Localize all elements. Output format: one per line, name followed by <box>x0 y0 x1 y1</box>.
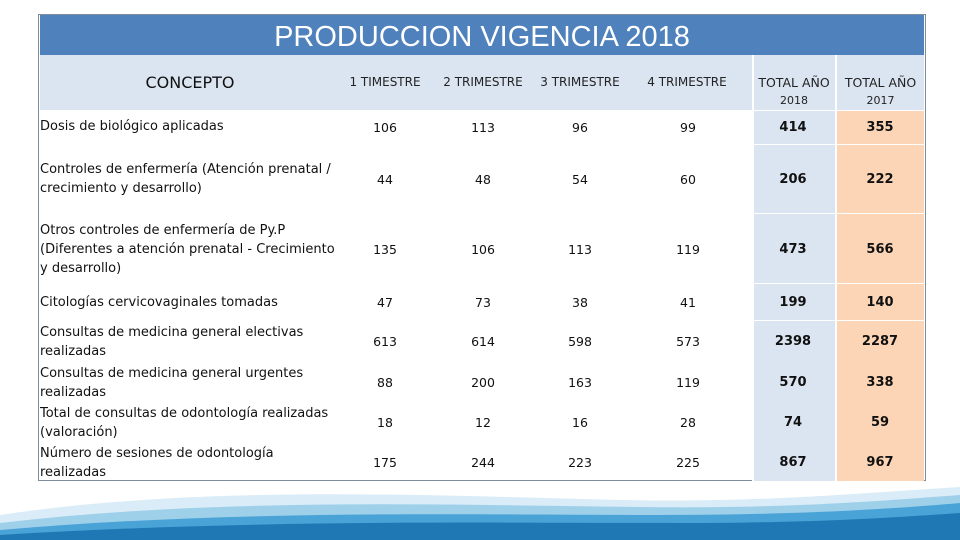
row-t2: 106 <box>471 242 495 257</box>
row-t4: 119 <box>676 375 700 390</box>
row-t2: 113 <box>471 120 495 135</box>
row-t4: 119 <box>676 242 700 257</box>
row-t2: 73 <box>475 295 491 310</box>
column-divider <box>835 55 837 481</box>
row-total-2018: 473 <box>779 242 807 257</box>
row-label-line: Dosis de biológico aplicadas <box>40 119 224 134</box>
row-t3: 16 <box>572 415 588 430</box>
row-label-line: Otros controles de enfermería de Py.P <box>40 223 286 238</box>
header-t1: 1 TIMESTRE <box>349 75 421 89</box>
row-divider <box>40 144 924 145</box>
row-t3: 54 <box>572 172 588 187</box>
row-t4: 99 <box>680 120 696 135</box>
row-label-line: realizadas <box>40 344 107 359</box>
row-t3: 223 <box>568 455 592 470</box>
header-total-2017: TOTAL AÑO 2017 <box>837 74 924 110</box>
row-label-line: Consultas de medicina general electivas <box>40 325 304 340</box>
row-label: Controles de enfermería (Atención prenat… <box>40 160 350 198</box>
decorative-wave <box>0 487 960 540</box>
row-label: Consultas de medicina general electivas … <box>40 323 350 361</box>
row-label-line: Número de sesiones de odontología <box>40 446 274 461</box>
row-total-2018: 867 <box>779 455 807 470</box>
header-total-2018-line2: 2018 <box>780 94 808 107</box>
row-total-2018: 570 <box>779 375 807 390</box>
row-total-2018: 199 <box>779 295 807 310</box>
row-t4: 60 <box>680 172 696 187</box>
row-t2: 48 <box>475 172 491 187</box>
row-label-line: Consultas de medicina general urgentes <box>40 366 304 381</box>
row-total-2017: 355 <box>866 120 894 135</box>
row-total-2018: 74 <box>783 415 803 430</box>
row-t2: 244 <box>471 455 495 470</box>
header-total-2017-line1: TOTAL AÑO <box>844 75 917 90</box>
row-t2: 200 <box>471 375 495 390</box>
row-total-2017: 566 <box>866 242 894 257</box>
row-total-2017: 59 <box>870 415 890 430</box>
row-total-2018: 206 <box>779 172 807 187</box>
row-t3: 96 <box>572 120 588 135</box>
row-label-line: Controles de enfermería (Atención prenat… <box>40 162 331 177</box>
row-t4: 28 <box>680 415 696 430</box>
row-total-2017: 2287 <box>861 334 899 349</box>
row-label: Citologías cervicovaginales tomadas <box>40 293 350 312</box>
row-t2: 614 <box>471 334 495 349</box>
row-t4: 225 <box>676 455 700 470</box>
row-t2: 12 <box>475 415 491 430</box>
page-title: PRODUCCION VIGENCIA 2018 <box>40 15 924 55</box>
row-t1: 44 <box>377 172 393 187</box>
row-t3: 163 <box>568 375 592 390</box>
row-t3: 38 <box>572 295 588 310</box>
row-t3: 113 <box>568 242 592 257</box>
header-row <box>40 55 924 110</box>
table-frame <box>38 14 926 481</box>
row-divider <box>40 110 924 111</box>
row-total-2018: 414 <box>779 120 807 135</box>
row-label-line: Citologías cervicovaginales tomadas <box>40 295 278 310</box>
total-2018-column <box>753 110 835 481</box>
row-divider <box>40 283 924 284</box>
row-label-line: Total de consultas de odontología realiz… <box>40 406 329 421</box>
row-t1: 18 <box>377 415 393 430</box>
row-t1: 613 <box>373 334 397 349</box>
row-t1: 88 <box>377 375 393 390</box>
header-total-2017-line2: 2017 <box>866 94 895 107</box>
row-total-2017: 967 <box>866 455 894 470</box>
row-label-line: crecimiento y desarrollo) <box>40 181 202 196</box>
row-t1: 106 <box>373 120 397 135</box>
row-t4: 573 <box>676 334 700 349</box>
row-label: Consultas de medicina general urgentes r… <box>40 364 350 402</box>
row-total-2017: 140 <box>866 295 894 310</box>
row-t1: 175 <box>373 455 397 470</box>
row-label-line: realizadas <box>40 385 107 400</box>
row-label: Número de sesiones de odontología realiz… <box>40 444 350 482</box>
row-total-2017: 338 <box>866 375 894 390</box>
row-label-line: y desarrollo) <box>40 261 122 276</box>
column-divider <box>752 55 754 481</box>
header-t4: 4 TRIMESTRE <box>647 75 727 89</box>
header-total-2018: TOTAL AÑO 2018 <box>753 74 835 110</box>
row-t4: 41 <box>680 295 696 310</box>
row-label-line: (valoración) <box>40 425 118 440</box>
row-label: Total de consultas de odontología realiz… <box>40 404 350 442</box>
total-2017-column <box>837 110 924 481</box>
header-t2: 2 TRIMESTRE <box>443 75 523 89</box>
row-label: Otros controles de enfermería de Py.P (D… <box>40 221 350 278</box>
row-divider <box>40 320 924 321</box>
header-total-2018-line1: TOTAL AÑO <box>758 75 830 90</box>
row-total-2018: 2398 <box>774 334 812 349</box>
row-total-2017: 222 <box>866 172 894 187</box>
row-t3: 598 <box>568 334 592 349</box>
row-label: Dosis de biológico aplicadas <box>40 117 350 136</box>
row-t1: 47 <box>377 295 393 310</box>
header-t3: 3 TRIMESTRE <box>540 75 620 89</box>
row-label-line: realizadas <box>40 465 107 480</box>
header-concepto: CONCEPTO <box>145 73 235 92</box>
row-divider <box>40 213 924 214</box>
row-label-line: (Diferentes a atención prenatal - Crecim… <box>40 242 335 257</box>
row-t1: 135 <box>373 242 397 257</box>
